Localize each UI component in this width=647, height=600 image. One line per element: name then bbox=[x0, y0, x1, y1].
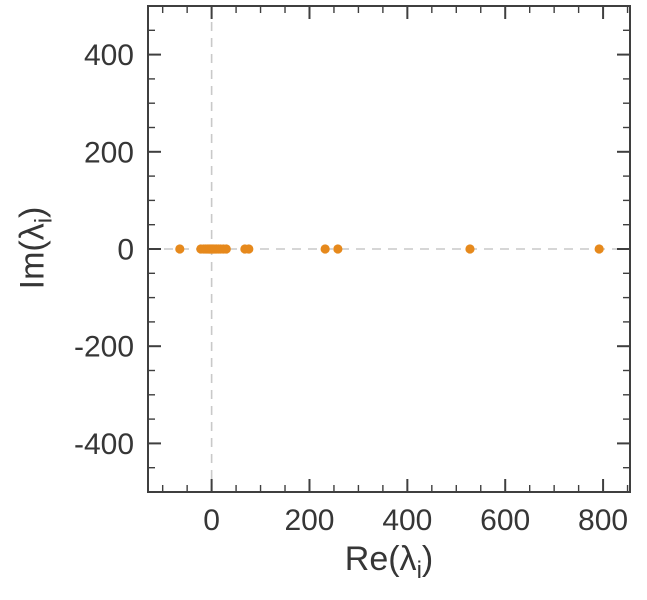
eigenvalue-point bbox=[465, 244, 475, 254]
x-tick-label: 600 bbox=[480, 504, 530, 537]
x-tick-label: 400 bbox=[382, 504, 432, 537]
y-axis-label-post: ) bbox=[13, 206, 52, 218]
x-axis-label-pre: Re(λ bbox=[344, 540, 417, 578]
y-axis-label-sub: i bbox=[30, 217, 58, 224]
y-axis-label: Im(λi) bbox=[14, 207, 59, 290]
eigenvalue-point bbox=[244, 244, 254, 254]
y-tick-label: 400 bbox=[84, 39, 134, 72]
eigenvalue-point bbox=[320, 244, 330, 254]
eigenvalue-point bbox=[594, 244, 604, 254]
x-tick-label: 0 bbox=[203, 504, 220, 537]
x-axis-label: Re(λi) bbox=[148, 540, 630, 585]
x-tick-label: 800 bbox=[578, 504, 628, 537]
eigenvalue-point bbox=[221, 244, 231, 254]
x-axis-label-sub: i bbox=[416, 556, 422, 584]
y-axis-label-pre: Im(λ bbox=[13, 223, 52, 290]
eigenvalue-point bbox=[175, 244, 185, 254]
y-tick-label: -200 bbox=[74, 331, 134, 364]
y-tick-label: 0 bbox=[117, 234, 134, 267]
y-tick-label: 200 bbox=[84, 136, 134, 169]
x-axis-label-post: ) bbox=[421, 540, 434, 578]
x-tick-label: 200 bbox=[284, 504, 334, 537]
y-tick-label: -400 bbox=[74, 428, 134, 461]
eigenvalue-point bbox=[333, 244, 343, 254]
